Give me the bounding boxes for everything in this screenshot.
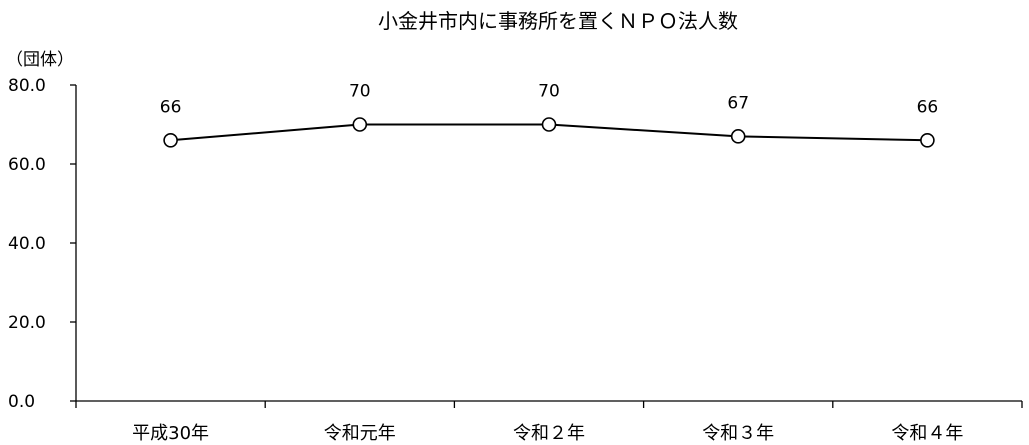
data-series [163, 117, 935, 148]
x-tick-label: 平成30年 [132, 423, 209, 444]
data-label: 67 [727, 93, 749, 113]
x-tick-label: 令和元年 [324, 423, 396, 444]
data-label: 70 [349, 82, 371, 102]
data-point-marker [352, 117, 368, 132]
data-point-marker [163, 133, 178, 148]
y-tick-label: 40.0 [8, 234, 46, 254]
y-tick-label: 80.0 [8, 76, 46, 96]
y-tick-label: 20.0 [8, 313, 46, 333]
data-point-marker [920, 133, 935, 148]
data-label: 66 [917, 97, 939, 117]
x-tick-label: 令和２年 [513, 423, 585, 444]
data-point-marker [730, 129, 746, 144]
x-axis: 平成30年 令和元年 令和２年 令和３年 令和４年 [75, 400, 1023, 444]
y-tick-label: 60.0 [8, 155, 46, 175]
y-axis-unit-label: （団体） [6, 50, 74, 70]
data-labels: 66 70 70 67 66 [160, 82, 938, 118]
chart-title: 小金井市内に事務所を置くＮＰＯ法人数 [378, 9, 738, 33]
data-point-marker [541, 117, 557, 132]
y-tick-label: 0.0 [8, 392, 35, 412]
x-tick-label: 令和３年 [702, 423, 774, 444]
y-axis: 0.0 20.0 40.0 60.0 80.0 [8, 76, 77, 412]
x-tick-label: 令和４年 [891, 423, 963, 444]
data-label: 66 [160, 97, 182, 117]
data-label: 70 [538, 82, 560, 102]
